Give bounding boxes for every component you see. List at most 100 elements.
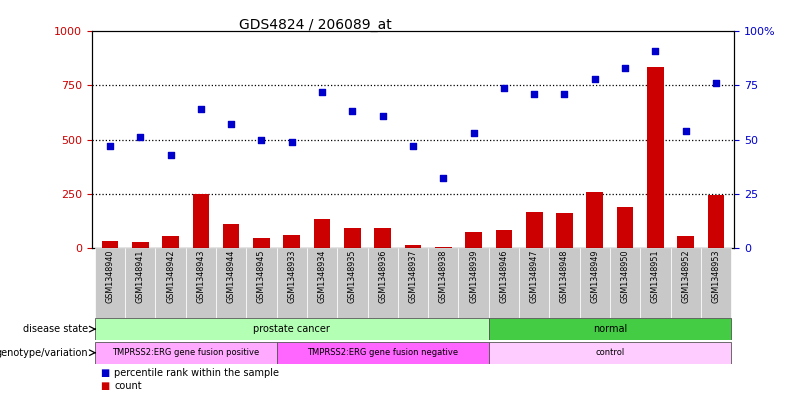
Point [255, 136, 268, 143]
Text: TMPRSS2:ERG gene fusion negative: TMPRSS2:ERG gene fusion negative [307, 348, 458, 357]
Point [679, 128, 692, 134]
Text: GSM1348940: GSM1348940 [105, 250, 114, 303]
Bar [101, 241, 118, 248]
Bar [216, 248, 247, 320]
Bar [640, 248, 670, 320]
Text: GSM1348939: GSM1348939 [469, 250, 478, 303]
Bar [701, 248, 731, 320]
Point [104, 143, 117, 149]
Bar [277, 342, 488, 364]
Text: prostate cancer: prostate cancer [253, 324, 330, 334]
Bar [617, 207, 634, 248]
Point [618, 65, 631, 71]
Bar [526, 212, 543, 248]
Text: GSM1348938: GSM1348938 [439, 250, 448, 303]
Text: GSM1348937: GSM1348937 [409, 250, 417, 303]
Bar [368, 248, 398, 320]
Text: GSM1348949: GSM1348949 [591, 250, 599, 303]
Text: control: control [595, 348, 625, 357]
Bar [314, 219, 330, 248]
Point [346, 108, 359, 114]
Text: GSM1348953: GSM1348953 [712, 250, 721, 303]
Bar [587, 193, 603, 248]
Text: GDS4824 / 206089_at: GDS4824 / 206089_at [239, 18, 392, 32]
Point [406, 143, 420, 149]
Bar [465, 232, 482, 248]
Bar [519, 248, 549, 320]
Bar [95, 248, 125, 320]
Text: genotype/variation: genotype/variation [0, 348, 88, 358]
Bar [398, 248, 428, 320]
Text: GSM1348943: GSM1348943 [196, 250, 205, 303]
Bar [374, 228, 391, 248]
Bar [488, 342, 731, 364]
Bar [338, 248, 368, 320]
Text: ■: ■ [100, 368, 109, 378]
Bar [223, 224, 239, 248]
Text: GSM1348948: GSM1348948 [560, 250, 569, 303]
Point [134, 134, 147, 140]
Bar [488, 318, 731, 340]
Bar [496, 230, 512, 248]
Bar [132, 242, 148, 248]
Bar [186, 248, 216, 320]
Text: GSM1348942: GSM1348942 [166, 250, 175, 303]
Point [527, 91, 540, 97]
Bar [344, 228, 361, 248]
Text: GSM1348950: GSM1348950 [621, 250, 630, 303]
Bar [277, 248, 307, 320]
Point [497, 84, 510, 91]
Bar [670, 248, 701, 320]
Bar [678, 236, 694, 248]
Point [377, 112, 389, 119]
Bar [95, 342, 277, 364]
Text: GSM1348944: GSM1348944 [227, 250, 235, 303]
Text: disease state: disease state [22, 324, 88, 334]
Bar [647, 67, 664, 248]
Bar [610, 248, 640, 320]
Point [558, 91, 571, 97]
Point [649, 48, 662, 54]
Bar [435, 246, 452, 248]
Point [316, 89, 329, 95]
Point [225, 121, 238, 127]
Point [709, 80, 722, 86]
Point [164, 151, 177, 158]
Text: GSM1348935: GSM1348935 [348, 250, 357, 303]
Bar [549, 248, 579, 320]
Text: GSM1348947: GSM1348947 [530, 250, 539, 303]
Point [467, 130, 480, 136]
Point [437, 175, 449, 182]
Bar [125, 248, 156, 320]
Text: count: count [114, 381, 142, 391]
Bar [458, 248, 488, 320]
Text: GSM1348933: GSM1348933 [287, 250, 296, 303]
Text: GSM1348941: GSM1348941 [136, 250, 144, 303]
Bar [556, 213, 573, 248]
Point [195, 106, 207, 112]
Bar [488, 248, 519, 320]
Bar [253, 238, 270, 248]
Bar [579, 248, 610, 320]
Bar [162, 236, 179, 248]
Text: GSM1348952: GSM1348952 [681, 250, 690, 303]
Bar [708, 195, 725, 248]
Text: GSM1348934: GSM1348934 [318, 250, 326, 303]
Text: TMPRSS2:ERG gene fusion positive: TMPRSS2:ERG gene fusion positive [112, 348, 259, 357]
Bar [247, 248, 277, 320]
Text: normal: normal [593, 324, 627, 334]
Bar [307, 248, 338, 320]
Text: GSM1348946: GSM1348946 [500, 250, 508, 303]
Point [588, 76, 601, 82]
Bar [192, 193, 209, 248]
Text: ■: ■ [100, 381, 109, 391]
Bar [95, 318, 488, 340]
Bar [405, 245, 421, 248]
Bar [283, 235, 300, 248]
Text: GSM1348951: GSM1348951 [651, 250, 660, 303]
Text: percentile rank within the sample: percentile rank within the sample [114, 368, 279, 378]
Bar [428, 248, 458, 320]
Bar [156, 248, 186, 320]
Point [286, 138, 298, 145]
Text: GSM1348945: GSM1348945 [257, 250, 266, 303]
